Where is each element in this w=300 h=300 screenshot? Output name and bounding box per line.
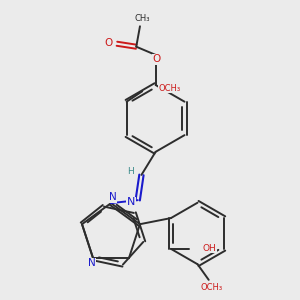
Text: CH₃: CH₃	[134, 14, 150, 23]
Text: N: N	[109, 192, 116, 202]
Text: O: O	[105, 38, 113, 48]
Text: O: O	[152, 54, 160, 64]
Text: OCH₃: OCH₃	[159, 84, 181, 93]
Text: H: H	[127, 167, 134, 176]
Text: OCH₃: OCH₃	[201, 283, 223, 292]
Text: OH: OH	[202, 244, 216, 253]
Text: N: N	[127, 197, 135, 207]
Text: N: N	[88, 258, 95, 268]
